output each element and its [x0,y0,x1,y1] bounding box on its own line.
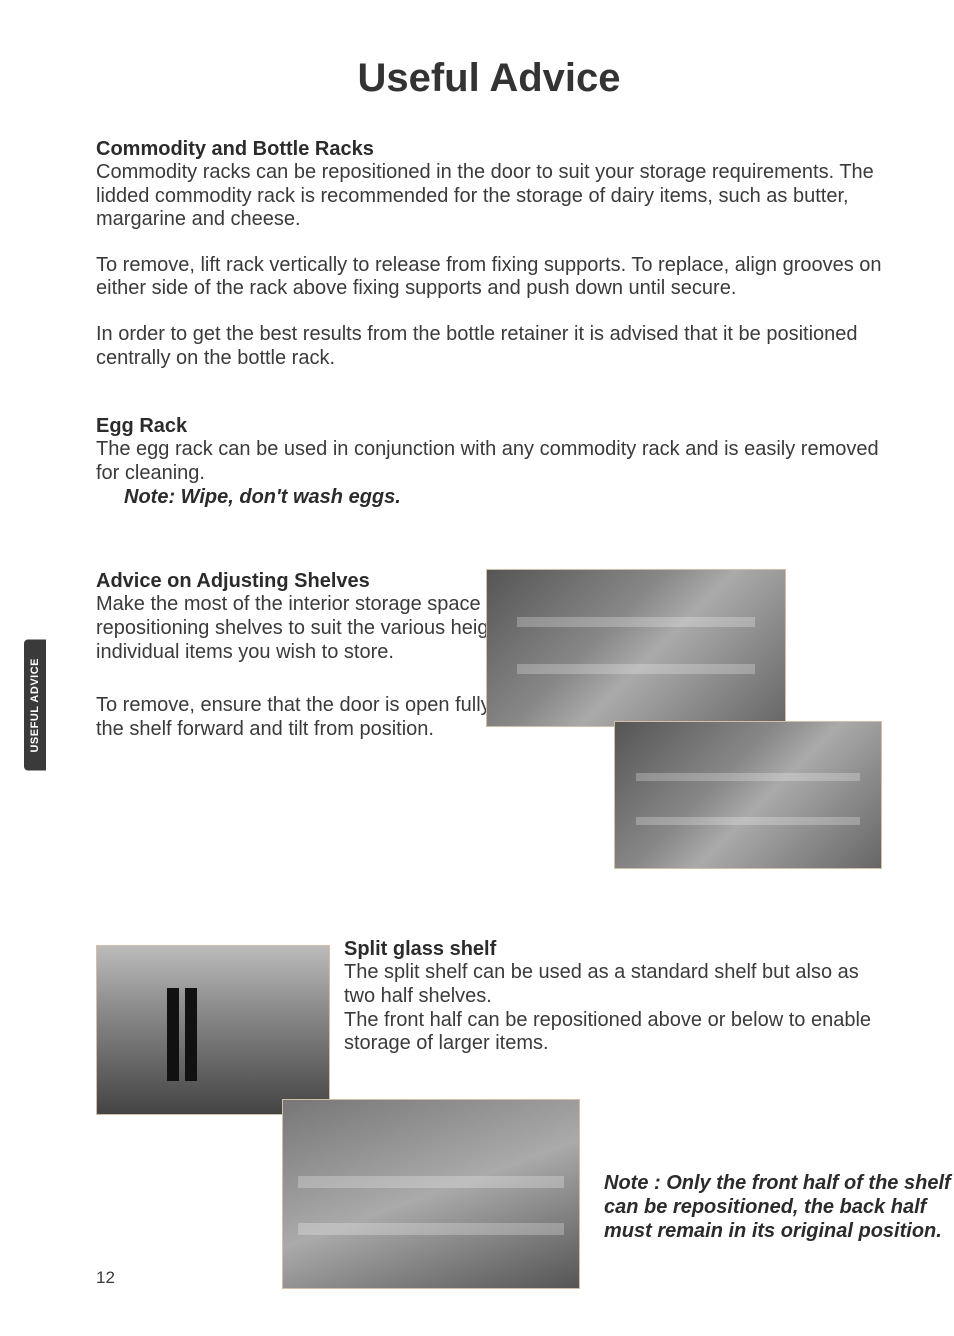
page-title: Useful Advice [96,56,882,101]
heading-commodity: Commodity and Bottle Racks [96,137,882,161]
section-split: Split glass shelf The split shelf can be… [96,937,882,1055]
section-shelves: Advice on Adjusting Shelves Make the mos… [96,569,882,869]
section-egg: Egg Rack The egg rack can be used in con… [96,414,882,509]
para-egg-1: The egg rack can be used in conjunction … [96,438,882,485]
para-split-2: The front half can be repositioned above… [344,1009,882,1056]
heading-split: Split glass shelf [344,937,882,961]
para-commodity-1: Commodity racks can be repositioned in t… [96,161,882,232]
note-split: Note : Only the front half of the shelf … [604,1171,954,1243]
para-split-1: The split shelf can be used as a standar… [344,961,882,1008]
side-tab: USEFUL ADVICE [24,640,46,771]
page-number: 12 [96,1268,115,1288]
image-shelf-remove-2 [614,721,882,869]
image-split-shelf-2 [282,1099,580,1289]
note-egg: Note: Wipe, don't wash eggs. [96,485,882,509]
para-commodity-2: To remove, lift rack vertically to relea… [96,254,882,301]
image-shelf-remove-1 [486,569,786,727]
para-commodity-3: In order to get the best results from th… [96,323,882,370]
image-split-shelf-1 [96,945,330,1115]
section-commodity: Commodity and Bottle Racks Commodity rac… [96,137,882,370]
heading-egg: Egg Rack [96,414,882,438]
